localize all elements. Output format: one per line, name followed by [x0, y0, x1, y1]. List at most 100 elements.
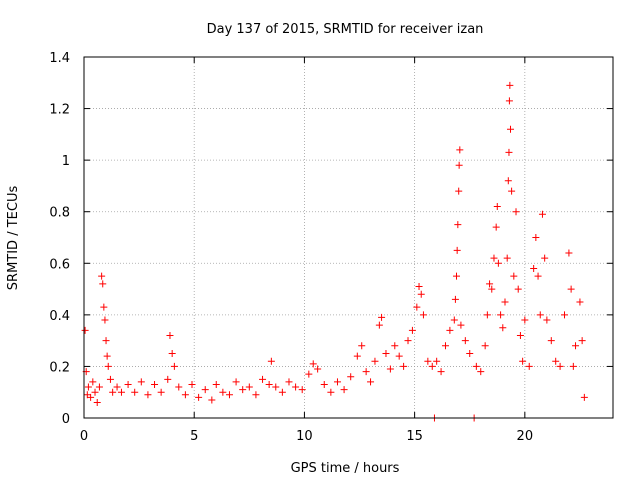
axis-ticks: 0 5 10 15 20 0 0.2 0.4 0.6 0.8 1 1.2 1.4 [49, 51, 613, 444]
data-point [446, 326, 454, 334]
data-point [232, 378, 240, 386]
data-point [181, 391, 189, 399]
data-point [106, 375, 114, 383]
data-point [239, 386, 247, 394]
x-tick-label: 15 [406, 429, 423, 444]
data-point [497, 311, 505, 319]
data-point [219, 388, 227, 396]
data-point [113, 383, 121, 391]
data-point [572, 342, 580, 350]
data-point [567, 285, 575, 293]
data-point [367, 378, 375, 386]
data-point [441, 342, 449, 350]
data-point [168, 350, 176, 358]
data-point [314, 365, 322, 373]
data-point [89, 378, 97, 386]
data-point [386, 365, 394, 373]
data-point [578, 337, 586, 345]
data-point [285, 378, 293, 386]
data-point [536, 311, 544, 319]
data-point [534, 272, 542, 280]
data-point [451, 295, 459, 303]
data-points [81, 81, 588, 422]
data-point [552, 357, 560, 365]
data-point [225, 391, 233, 399]
data-point [455, 187, 463, 195]
y-tick-label: 0.6 [49, 257, 70, 272]
data-point [252, 391, 260, 399]
data-point [201, 386, 209, 394]
data-point [170, 362, 178, 370]
data-point [541, 254, 549, 262]
data-point [547, 337, 555, 345]
data-point [514, 285, 522, 293]
data-point [391, 342, 399, 350]
data-point [516, 331, 524, 339]
y-tick-label: 0.8 [49, 206, 70, 221]
data-point [103, 352, 111, 360]
data-point [503, 254, 511, 262]
data-point [424, 357, 432, 365]
data-point [81, 326, 89, 334]
data-point [530, 264, 538, 272]
data-point [164, 375, 172, 383]
data-point [144, 391, 152, 399]
data-point [124, 380, 132, 388]
data-point [109, 388, 117, 396]
plot-frame [83, 56, 614, 419]
data-point [519, 357, 527, 365]
data-point [333, 378, 341, 386]
data-point [259, 375, 267, 383]
data-point [327, 388, 335, 396]
data-point [512, 208, 520, 216]
y-tick-label: 0 [62, 412, 70, 427]
data-point [506, 81, 514, 89]
data-point [404, 337, 412, 345]
data-point [561, 311, 569, 319]
data-point [490, 254, 498, 262]
data-point [408, 326, 416, 334]
data-point [525, 362, 533, 370]
data-point [455, 161, 463, 169]
data-point [505, 148, 513, 156]
data-point [481, 342, 489, 350]
x-axis-label: GPS time / hours [291, 461, 400, 476]
data-point [117, 388, 125, 396]
data-point [472, 362, 480, 370]
data-point [212, 380, 220, 388]
data-point [91, 388, 99, 396]
data-point [305, 370, 313, 378]
data-point [378, 313, 386, 321]
data-point [556, 362, 564, 370]
data-point [100, 303, 108, 311]
data-point [157, 388, 165, 396]
data-point [347, 373, 355, 381]
x-tick-label: 0 [80, 429, 88, 444]
data-point [477, 368, 485, 376]
data-point [501, 298, 509, 306]
data-point [453, 272, 461, 280]
data-point [454, 221, 462, 229]
data-point [166, 331, 174, 339]
data-point [131, 388, 139, 396]
data-point [101, 316, 109, 324]
data-point [457, 321, 465, 329]
data-point [98, 272, 106, 280]
data-point [99, 280, 107, 288]
data-point [521, 316, 529, 324]
data-point [413, 303, 421, 311]
data-point [278, 388, 286, 396]
data-point [483, 311, 491, 319]
data-point [245, 383, 253, 391]
data-point [175, 383, 183, 391]
grid [84, 57, 613, 418]
data-point [461, 337, 469, 345]
chart-title: Day 137 of 2015, SRMTID for receiver iza… [207, 22, 484, 37]
data-point [437, 368, 445, 376]
data-point [208, 396, 216, 404]
data-point [195, 393, 203, 401]
data-point [292, 383, 300, 391]
y-tick-label: 0.4 [49, 309, 70, 324]
y-tick-label: 0.2 [49, 360, 70, 375]
data-point [400, 362, 408, 370]
